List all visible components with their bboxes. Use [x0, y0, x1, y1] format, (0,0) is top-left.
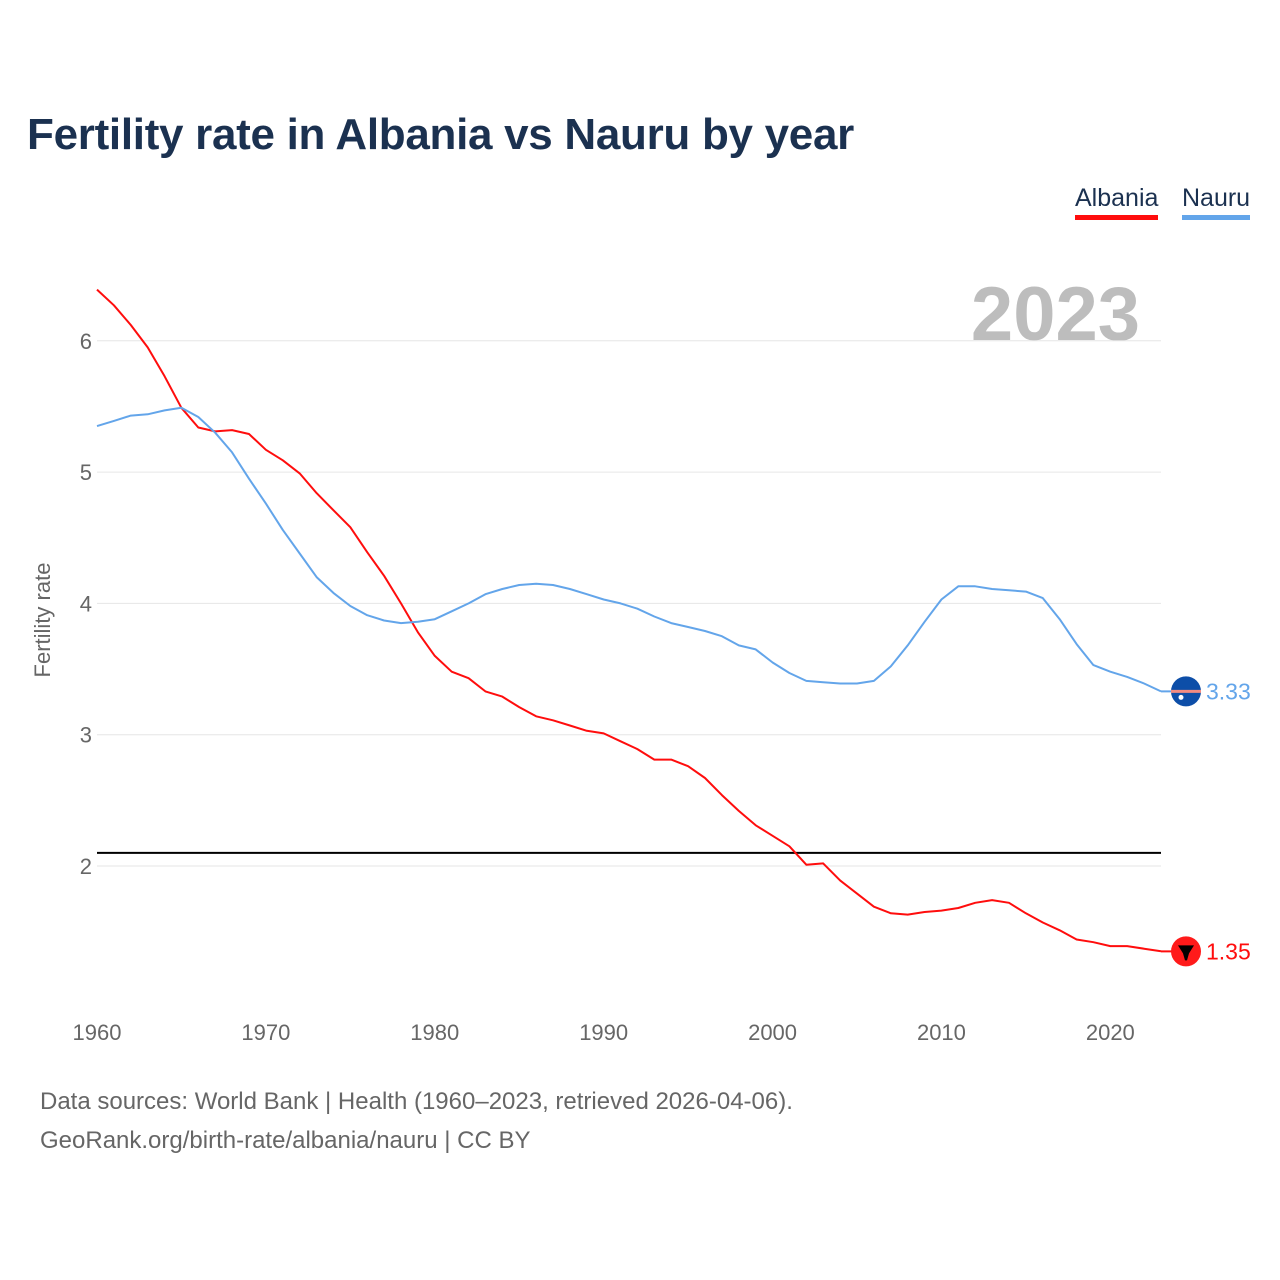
y-tick-label: 4 [80, 591, 92, 616]
x-tick-label: 1980 [410, 1020, 459, 1045]
series-line-nauru [96, 406, 1162, 693]
chart-title: Fertility rate in Albania vs Nauru by ye… [27, 110, 854, 159]
legend-nauru[interactable]: Nauru [1182, 184, 1251, 220]
x-tick-label: 1960 [73, 1020, 122, 1045]
y-tick-label: 3 [80, 723, 92, 748]
legend-albania[interactable]: Albania [1075, 184, 1159, 220]
year-watermark: 2023 [971, 272, 1140, 357]
credit-link[interactable]: GeoRank.org/birth-rate/albania/nauru | C… [40, 1127, 531, 1154]
end-value-label-albania: 1.35 [1206, 938, 1251, 964]
albania-flag-eagle [1178, 945, 1194, 961]
x-tick-label: 2010 [917, 1020, 966, 1045]
nauru-flag-star [1178, 694, 1184, 700]
y-tick-label: 5 [80, 460, 92, 485]
series-line-albania [96, 288, 1162, 953]
x-tick-label: 2020 [1086, 1020, 1135, 1045]
data-sources: Data sources: World Bank | Health (1960–… [40, 1088, 793, 1115]
y-tick-label: 6 [80, 329, 92, 354]
x-tick-label: 1990 [579, 1020, 628, 1045]
nauru-flag-stripe [1171, 689, 1201, 693]
x-tick-label: 2000 [748, 1020, 797, 1045]
x-tick-label: 1970 [241, 1020, 290, 1045]
end-value-label-nauru: 3.33 [1206, 678, 1251, 704]
y-tick-label: 2 [80, 854, 92, 879]
y-axis-label: Fertility rate [30, 563, 55, 678]
